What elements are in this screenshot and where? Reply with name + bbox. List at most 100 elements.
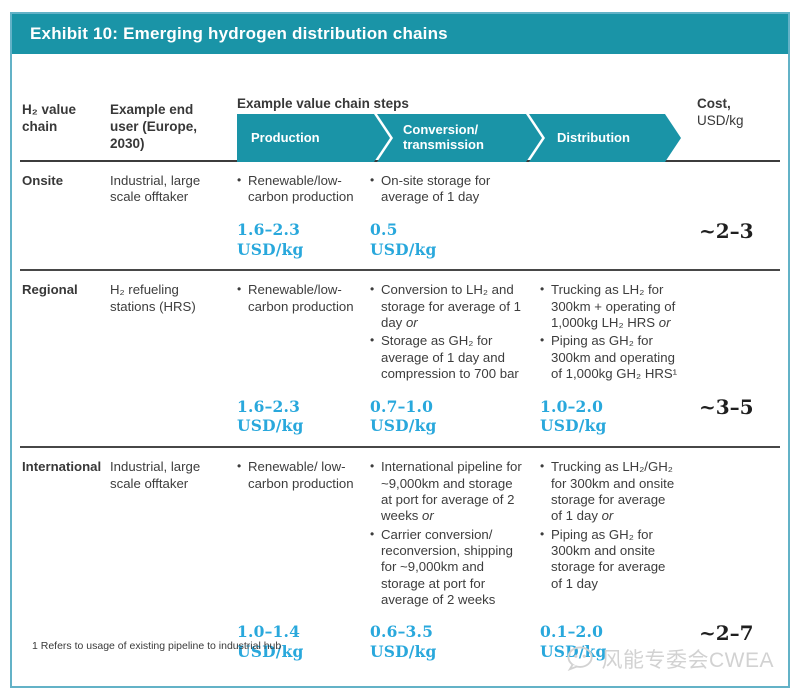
production-cell: • Renewable/ low-carbon production 1.0–1.…	[237, 459, 370, 672]
table-row-regional: Regional H₂ refueling stations (HRS) • Re…	[20, 269, 780, 446]
bullet-item: • Renewable/ low-carbon production	[237, 459, 354, 492]
distribution-cost: 1.0–2.0 USD/kg	[540, 385, 679, 447]
conversion-cost: 0.6–3.5 USD/kg	[370, 610, 524, 672]
bullet-text: Storage as GH₂ for average of 1 day and …	[381, 333, 519, 382]
watermark: 风能专委会CWEA	[566, 644, 775, 674]
arrow-production-label: Production	[251, 129, 320, 145]
production-cost: 1.6–2.3 USD/kg	[237, 385, 354, 447]
bullet-text: Renewable/low-carbon production	[248, 173, 354, 205]
bullet-marker: •	[237, 282, 242, 297]
cost-value: 1.6–2.3	[237, 219, 301, 239]
header-value-chain-steps: Example value chain steps	[237, 96, 409, 111]
bullet-item: • On-site storage for average of 1 day	[370, 173, 524, 206]
bullet-marker: •	[540, 459, 545, 474]
footnote: 1 Refers to usage of existing pipeline t…	[32, 640, 282, 652]
production-bullets: • Renewable/low-carbon production	[237, 282, 354, 317]
bullet-marker: •	[540, 333, 545, 348]
wechat-chat-bubble-icon	[567, 646, 593, 672]
arrow-distribution-label: Distribution	[557, 129, 630, 145]
process-arrows: Production Conversion/ transmission Dist…	[237, 114, 681, 162]
bullet-item: • Piping as GH₂ for 300km and onsite stor…	[540, 527, 679, 592]
bullet-item: • Renewable/low-carbon production	[237, 173, 354, 206]
bullet-item: • Piping as GH₂ for 300km and operating o…	[540, 333, 679, 382]
exhibit-title-bar: Exhibit 10: Emerging hydrogen distributi…	[12, 14, 788, 54]
header-example-end-user: Example end user (Europe, 2030)	[110, 102, 198, 151]
cost-unit: USD/kg	[540, 642, 607, 662]
bullet-text: Trucking as LH₂/GH₂ for 300km and onsite…	[551, 459, 675, 524]
conversion-cell: • Conversion to LH₂ and storage for avera…	[370, 282, 540, 446]
bullet-marker: •	[370, 173, 375, 187]
cost-unit: USD/kg	[237, 642, 304, 662]
cost-unit: USD/kg	[540, 416, 607, 436]
production-bullets: • Renewable/low-carbon production	[237, 173, 354, 208]
bullet-marker: •	[370, 282, 375, 297]
chain-label: Onsite	[22, 173, 64, 188]
end-user: H₂ refueling stations (HRS)	[110, 282, 196, 314]
bullet-text: Renewable/ low-carbon production	[248, 459, 354, 491]
conversion-cost: 0.5 USD/kg	[370, 208, 524, 270]
distribution-bullets: • Trucking as LH₂/GH₂ for 300km and onsit…	[540, 459, 679, 594]
cost-value: 0.1–2.0	[540, 622, 604, 642]
bullet-item: • Conversion to LH₂ and storage for avera…	[370, 282, 524, 331]
bullet-marker: •	[540, 282, 545, 297]
cost-value: 1.6–2.3	[237, 396, 301, 416]
bullet-item: • International pipeline for ~9,000km and…	[370, 459, 524, 524]
cost-label: Cost,	[697, 96, 731, 111]
arrow-distribution: Distribution	[529, 114, 681, 162]
cost-value: 1.0–2.0	[540, 396, 604, 416]
bullet-item: • Trucking as LH₂ for 300km + operating o…	[540, 282, 679, 331]
chain-label: Regional	[22, 282, 78, 298]
distribution-cell: • Trucking as LH₂/GH₂ for 300km and onsit…	[540, 459, 695, 672]
end-user: Industrial, large scale offtaker	[110, 173, 201, 205]
arrow-conversion-transmission: Conversion/ transmission	[377, 114, 542, 162]
bullet-text: International pipeline for ~9,000km and …	[381, 459, 522, 524]
table-header: H₂ value chain Example end user (Europe,…	[20, 94, 780, 162]
conversion-cost: 0.7–1.0 USD/kg	[370, 385, 524, 447]
bullet-text: Piping as GH₂ for 300km and operating of…	[551, 333, 678, 382]
distribution-cell: • Trucking as LH₂ for 300km + operating o…	[540, 282, 695, 446]
cost-unit: USD/kg	[237, 239, 304, 259]
bullet-text: Piping as GH₂ for 300km and onsite stora…	[551, 526, 666, 591]
cost-value: 1.0–1.4	[237, 622, 301, 642]
total-cost: ~2–7	[699, 621, 754, 646]
bullet-text: Trucking as LH₂ for 300km + operating of…	[551, 282, 676, 331]
production-cell: • Renewable/low-carbon production 1.6–2.3…	[237, 282, 370, 446]
bullet-marker: •	[370, 459, 375, 474]
bullet-marker: •	[237, 173, 242, 187]
end-user: Industrial, large scale offtaker	[110, 459, 201, 491]
production-cost: 1.6–2.3 USD/kg	[237, 208, 354, 270]
cost-value: 0.6–3.5	[370, 622, 434, 642]
header-cost: Cost, USD/kg	[697, 96, 744, 130]
cost-unit: USD/kg	[370, 642, 437, 662]
conversion-cell: • International pipeline for ~9,000km and…	[370, 459, 540, 672]
arrow-conversion-label: Conversion/ transmission	[403, 122, 484, 152]
table-row-international: International Industrial, large scale of…	[20, 446, 780, 672]
conversion-bullets: • Conversion to LH₂ and storage for avera…	[370, 282, 524, 384]
bullet-text: Renewable/low-carbon production	[248, 282, 354, 314]
conversion-cell: • On-site storage for average of 1 day 0.…	[370, 173, 540, 269]
exhibit-frame: Exhibit 10: Emerging hydrogen distributi…	[10, 12, 790, 688]
cost-unit: USD/kg	[237, 416, 304, 436]
total-cost: ~2–3	[699, 218, 754, 243]
bullet-marker: •	[237, 459, 242, 474]
bullet-text: Carrier conversion/ reconversion, shippi…	[381, 526, 513, 608]
cost-value: 0.7–1.0	[370, 396, 434, 416]
production-bullets: • Renewable/ low-carbon production	[237, 459, 354, 494]
cost-value: 0.5	[370, 219, 398, 239]
chain-label: International	[22, 459, 102, 475]
bullet-marker: •	[370, 333, 375, 348]
bullet-marker: •	[370, 526, 375, 541]
header-h2-value-chain: H₂ value chain	[22, 102, 77, 134]
bullet-item: • Renewable/low-carbon production	[237, 282, 354, 315]
distribution-cost: 0.1–2.0 USD/kg	[540, 610, 679, 672]
conversion-bullets: • On-site storage for average of 1 day	[370, 173, 524, 208]
bullet-item: • Storage as GH₂ for average of 1 day and…	[370, 333, 524, 382]
exhibit-title: Exhibit 10: Emerging hydrogen distributi…	[30, 24, 448, 43]
exhibit-table: H₂ value chain Example end user (Europe,…	[12, 94, 788, 672]
arrow-production: Production	[237, 114, 390, 162]
cost-unit: USD/kg	[370, 416, 437, 436]
production-cost: 1.0–1.4 USD/kg	[237, 610, 354, 672]
production-cell: • Renewable/low-carbon production 1.6–2.3…	[237, 173, 370, 269]
bullet-item: • Trucking as LH₂/GH₂ for 300km and onsit…	[540, 459, 679, 524]
conversion-bullets: • International pipeline for ~9,000km and…	[370, 459, 524, 610]
